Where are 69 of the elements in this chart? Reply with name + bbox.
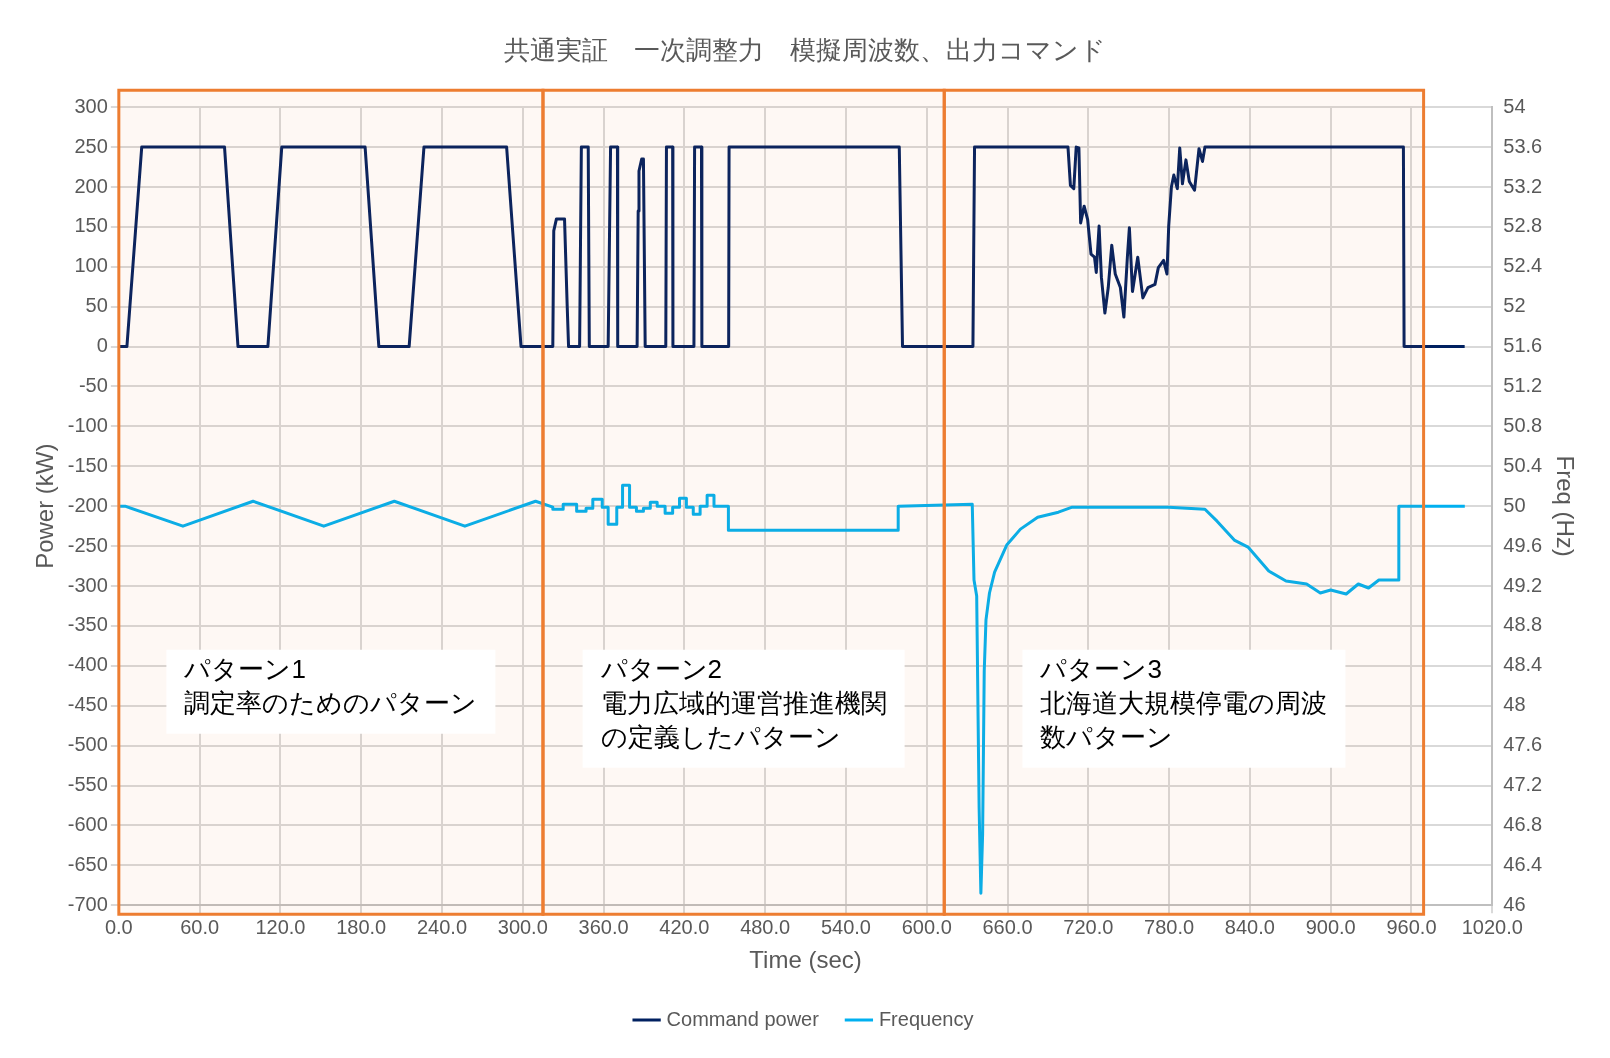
y-tick-label: 50: [85, 294, 108, 317]
x-axis-title: Time (sec): [749, 946, 862, 974]
y-tick-label: -300: [67, 573, 108, 596]
y2-tick-label: 47.6: [1503, 733, 1543, 756]
x-tick-label: 300.0: [497, 915, 548, 938]
y-tick-label: 200: [74, 174, 108, 197]
y2-tick-label: 46.4: [1503, 852, 1543, 875]
y-tick-label: -450: [67, 693, 108, 716]
x-tick-label: 780.0: [1144, 915, 1195, 938]
y2-tick-label: 52.4: [1503, 254, 1543, 277]
legend-label: Command power: [666, 1007, 820, 1030]
y-tick-label: -200: [67, 493, 108, 516]
y2-tick-label: 52: [1503, 294, 1526, 317]
y2-tick-label: 50: [1503, 493, 1526, 516]
y-tick-label: -100: [67, 413, 108, 436]
x-tick-label: 900.0: [1305, 915, 1356, 938]
y2-tick-label: 50.8: [1503, 413, 1543, 436]
y2-tick-label: 47.2: [1503, 773, 1543, 796]
y2-tick-label: 48.4: [1503, 653, 1543, 676]
y2-axis-title: Freq (Hz): [1551, 455, 1579, 557]
y2-tick-label: 46: [1503, 892, 1526, 915]
band-label: パターン1 調定率のためのパターン: [183, 653, 478, 718]
y-tick-label: -350: [67, 613, 108, 636]
x-tick-label: 60.0: [180, 915, 220, 938]
y-tick-label: 150: [74, 214, 108, 237]
x-tick-label: 960.0: [1386, 915, 1437, 938]
x-tick-label: 240.0: [416, 915, 468, 938]
y2-tick-label: 49.6: [1503, 533, 1543, 556]
y-tick-label: 300: [74, 94, 108, 117]
y-tick-label: -650: [67, 852, 108, 875]
y-tick-label: -500: [67, 733, 108, 756]
chart-title: 共通実証 一次調整力 模擬周波数、出力コマンド: [504, 34, 1106, 65]
y2-tick-label: 51.2: [1503, 374, 1543, 397]
x-tick-label: 540.0: [820, 915, 871, 938]
y-tick-label: -250: [67, 533, 108, 556]
legend-label: Frequency: [878, 1007, 974, 1030]
x-tick-label: 1020.0: [1461, 915, 1523, 938]
y-tick-label: -50: [78, 374, 108, 397]
y-tick-label: -600: [67, 812, 108, 835]
y2-tick-label: 51.6: [1503, 334, 1543, 357]
y2-tick-label: 49.2: [1503, 573, 1543, 596]
y2-tick-label: 52.8: [1503, 214, 1543, 237]
y2-tick-label: 48.8: [1503, 613, 1543, 636]
x-tick-label: 600.0: [901, 915, 952, 938]
y-tick-label: 0: [96, 334, 108, 357]
x-tick-label: 840.0: [1224, 915, 1275, 938]
y-tick-label: -550: [67, 773, 108, 796]
y-tick-label: -150: [67, 453, 108, 476]
x-tick-label: 120.0: [255, 915, 306, 938]
y-tick-label: -400: [67, 653, 108, 676]
x-tick-label: 660.0: [982, 915, 1033, 938]
y-tick-label: 100: [74, 254, 108, 277]
x-tick-label: 0.0: [104, 915, 133, 938]
x-tick-label: 420.0: [659, 915, 710, 938]
y2-tick-label: 46.8: [1503, 812, 1543, 835]
x-tick-label: 480.0: [740, 915, 791, 938]
y-axis-title: Power (kW): [31, 443, 59, 569]
y-tick-label: 250: [74, 134, 108, 157]
y2-tick-label: 48: [1503, 693, 1526, 716]
x-tick-label: 360.0: [578, 915, 629, 938]
band-label: パターン2 電力広域的運営推進機関の定義したパターン: [599, 653, 887, 752]
y2-tick-label: 53.6: [1503, 134, 1543, 157]
band-label: パターン3 北海道大規模停電の周波数パターン: [1039, 653, 1328, 752]
y-tick-label: -700: [67, 892, 108, 915]
y2-tick-label: 50.4: [1503, 453, 1543, 476]
x-tick-label: 180.0: [336, 915, 387, 938]
x-tick-label: 720.0: [1063, 915, 1114, 938]
y2-tick-label: 53.2: [1503, 174, 1543, 197]
y2-tick-label: 54: [1503, 94, 1526, 117]
